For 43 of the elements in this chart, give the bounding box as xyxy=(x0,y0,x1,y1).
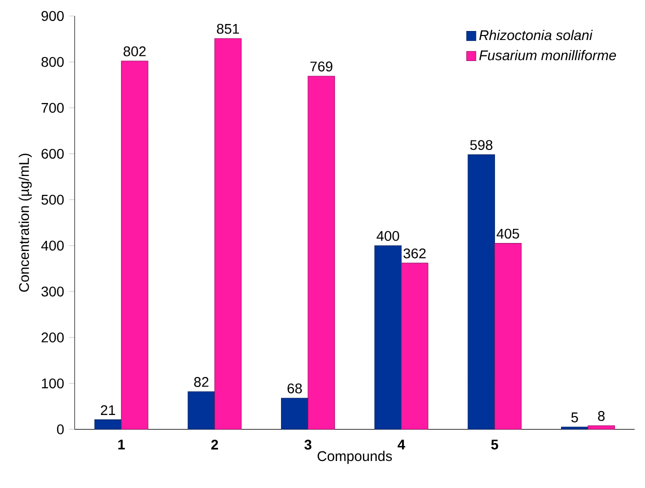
y-tick-label: 200 xyxy=(42,332,64,342)
y-tick-label: 0 xyxy=(57,424,64,434)
x-axis-title: Compounds xyxy=(318,450,392,464)
bar xyxy=(561,426,588,430)
y-tick-label: 400 xyxy=(41,240,64,251)
x-tick-label: 1 xyxy=(118,440,125,450)
data-label: 851 xyxy=(216,24,239,34)
bar xyxy=(468,154,495,430)
legend-label: Rhizoctonia solani xyxy=(479,30,593,40)
data-label: 362 xyxy=(404,248,426,258)
x-tick-label: 5 xyxy=(491,440,498,450)
x-tick-label: 3 xyxy=(304,440,312,450)
bar xyxy=(121,60,148,430)
bar xyxy=(214,38,242,430)
data-label: 802 xyxy=(124,46,146,56)
bar xyxy=(494,243,522,430)
data-label: 405 xyxy=(496,228,520,239)
data-label: 5 xyxy=(571,412,578,422)
data-label: 8 xyxy=(598,411,605,421)
y-tick-label: 300 xyxy=(41,286,64,297)
data-label: 68 xyxy=(288,383,302,394)
bar xyxy=(94,419,122,430)
bar xyxy=(281,398,308,430)
data-label: 82 xyxy=(194,377,208,387)
x-tick-label: 2 xyxy=(211,440,218,450)
y-axis-title: Concentration (µg/mL) xyxy=(18,154,32,292)
legend-label: Fusarium monilliforme xyxy=(479,50,616,60)
x-tick-label: 4 xyxy=(398,440,406,450)
y-tick-label: 600 xyxy=(42,148,64,159)
data-label: 769 xyxy=(310,62,332,72)
y-tick-label: 500 xyxy=(41,194,64,205)
data-label: 400 xyxy=(376,231,400,241)
y-tick-label: 700 xyxy=(42,102,64,113)
bar xyxy=(308,76,335,430)
y-tick-label: 800 xyxy=(42,56,64,67)
data-label: 598 xyxy=(470,140,492,150)
bar xyxy=(588,425,615,430)
data-label: 21 xyxy=(100,405,116,415)
bar xyxy=(401,262,428,430)
bar xyxy=(188,391,215,430)
y-tick-label: 900 xyxy=(42,11,64,21)
y-tick-label: 100 xyxy=(42,378,64,388)
bar xyxy=(374,245,402,430)
